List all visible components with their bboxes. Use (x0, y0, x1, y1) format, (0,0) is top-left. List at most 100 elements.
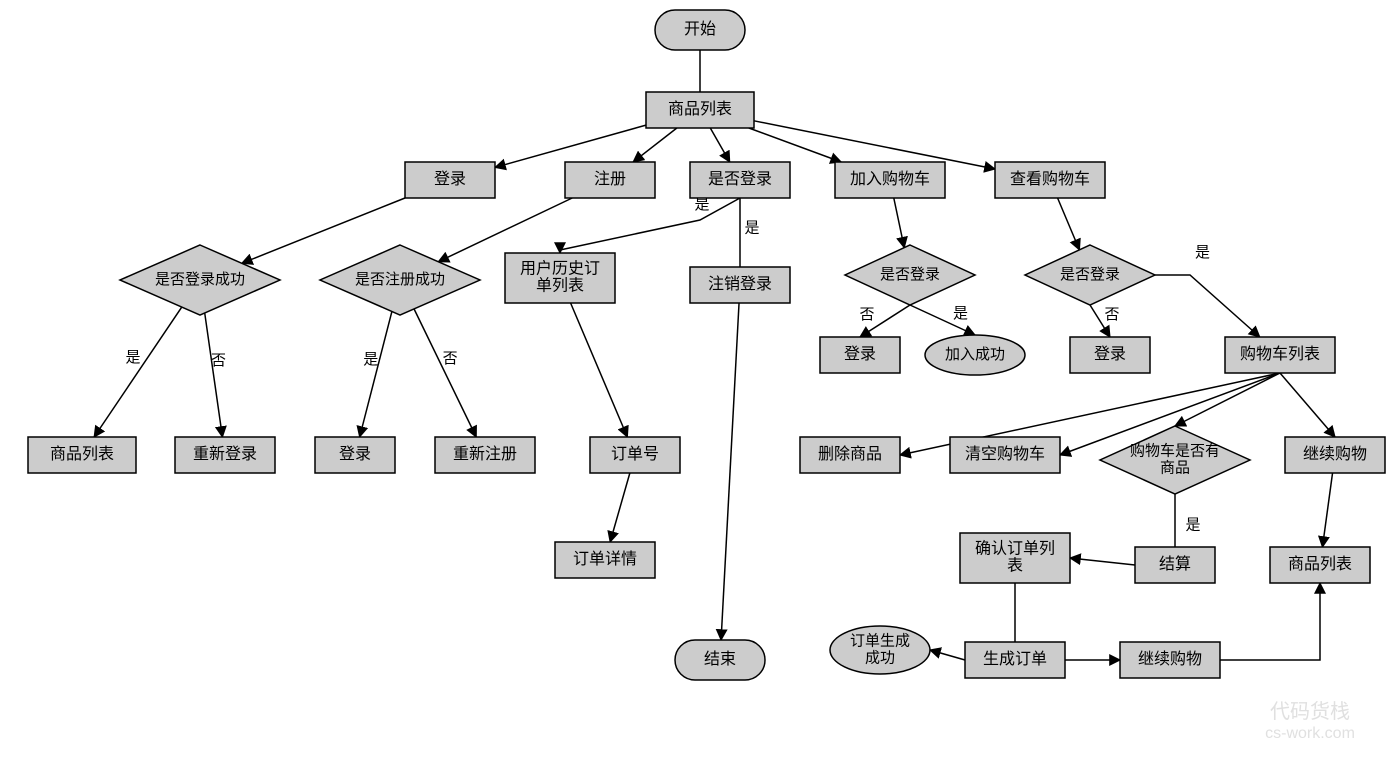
svg-text:订单生成: 订单生成 (850, 632, 910, 649)
svg-text:删除商品: 删除商品 (818, 445, 882, 463)
svg-text:生成订单: 生成订单 (983, 650, 1047, 668)
edge-settle-confirmList (1070, 558, 1135, 565)
svg-text:用户历史订: 用户历史订 (520, 260, 600, 278)
edge-label-loginOk-relogin: 否 (211, 352, 226, 369)
edge-addCart-cartLogged1 (894, 198, 904, 248)
nodes-layer: 开始商品列表登录注册是否登录加入购物车查看购物车是否登录成功是否注册成功用户历史… (28, 10, 1385, 680)
svg-text:登录: 登录 (339, 445, 371, 463)
node-rereg: 重新注册 (435, 437, 535, 473)
edge-history-orderNo (571, 303, 628, 437)
node-start: 开始 (655, 10, 745, 50)
svg-text:清空购物车: 清空购物车 (965, 445, 1045, 463)
svg-text:结算: 结算 (1159, 554, 1191, 573)
node-history: 用户历史订单列表 (505, 253, 615, 303)
node-logout: 注销登录 (690, 267, 790, 303)
node-relogin: 重新登录 (175, 437, 275, 473)
edge-loginOk-relogin (205, 313, 223, 437)
edge-regOk-rereg (414, 309, 476, 437)
node-orderOk: 订单生成成功 (830, 626, 930, 674)
edge-orderNo-orderDetail (610, 473, 630, 542)
edge-label-loginOk-goods2: 是 (125, 349, 140, 366)
edge-logout-end (721, 303, 739, 640)
watermark-line2: cs-work.com (1265, 725, 1355, 742)
svg-text:商品列表: 商品列表 (668, 100, 732, 118)
svg-text:订单详情: 订单详情 (573, 550, 637, 568)
edge-regOk-loginBtn (360, 311, 392, 437)
node-cartLogged1: 是否登录 (845, 245, 975, 305)
node-continue: 继续购物 (1285, 437, 1385, 473)
svg-text:购物车是否有: 购物车是否有 (1130, 442, 1220, 459)
edge-label-cartLogged2-loginBtn3: 否 (1104, 306, 1119, 323)
svg-text:登录: 登录 (1094, 345, 1126, 363)
edge-label-regOk-loginBtn: 是 (363, 351, 378, 368)
svg-text:查看购物车: 查看购物车 (1010, 170, 1090, 188)
svg-text:购物车列表: 购物车列表 (1240, 345, 1320, 363)
svg-text:是否登录: 是否登录 (880, 266, 940, 283)
node-cartList: 购物车列表 (1225, 337, 1335, 373)
svg-text:重新登录: 重新登录 (193, 445, 257, 463)
edge-cartList-continue (1280, 373, 1335, 437)
svg-text:商品列表: 商品列表 (50, 445, 114, 463)
node-loginOk: 是否登录成功 (120, 245, 280, 315)
edge-goods-isLogged (710, 128, 729, 162)
svg-text:继续购物: 继续购物 (1303, 445, 1367, 463)
node-loginBtn3: 登录 (1070, 337, 1150, 373)
node-login: 登录 (405, 162, 495, 198)
watermark-line1: 代码货栈 (1270, 700, 1350, 723)
node-settle: 结算 (1135, 547, 1215, 583)
svg-text:订单号: 订单号 (611, 445, 659, 463)
svg-text:重新注册: 重新注册 (453, 445, 517, 463)
node-confirmList: 确认订单列表 (960, 533, 1070, 583)
edge-cartLogged2-cartList (1155, 275, 1260, 337)
node-regOk: 是否注册成功 (320, 245, 480, 315)
svg-text:登录: 登录 (844, 345, 876, 363)
svg-text:成功: 成功 (865, 649, 895, 666)
svg-text:确认订单列: 确认订单列 (975, 540, 1055, 558)
edge-label-cartLogged1-loginBtn2: 否 (859, 306, 874, 323)
svg-text:是否登录成功: 是否登录成功 (155, 271, 245, 288)
node-goods3: 商品列表 (1270, 547, 1370, 583)
edge-continue2-goods3 (1220, 583, 1320, 660)
svg-text:是否注册成功: 是否注册成功 (355, 271, 445, 288)
svg-text:结束: 结束 (704, 650, 736, 668)
node-continue2: 继续购物 (1120, 642, 1220, 678)
svg-text:加入成功: 加入成功 (945, 346, 1005, 363)
edge-genOrder-orderOk (930, 650, 965, 660)
node-register: 注册 (565, 162, 655, 198)
node-orderDetail: 订单详情 (555, 542, 655, 578)
edge-label-isLogged-logout: 是 (744, 220, 759, 237)
svg-text:是否登录: 是否登录 (1060, 266, 1120, 283)
node-genOrder: 生成订单 (965, 642, 1065, 678)
svg-text:加入购物车: 加入购物车 (850, 170, 930, 188)
edge-label-cartLogged2-cartList: 是 (1195, 244, 1210, 261)
svg-text:登录: 登录 (434, 170, 466, 188)
node-isLogged: 是否登录 (690, 162, 790, 198)
edge-goods-addCart (749, 128, 841, 162)
node-delGoods: 删除商品 (800, 437, 900, 473)
watermark: 代码货栈 cs-work.com (1265, 700, 1355, 742)
edge-label-regOk-rereg: 否 (443, 350, 458, 367)
node-addOk: 加入成功 (925, 335, 1025, 375)
svg-text:单列表: 单列表 (536, 277, 584, 295)
edge-viewCart-cartLogged2 (1058, 198, 1080, 250)
edge-continue-goods3 (1322, 473, 1332, 547)
svg-text:开始: 开始 (684, 20, 716, 38)
svg-text:商品: 商品 (1160, 459, 1190, 476)
edge-label-cartLogged1-addOk: 是 (953, 305, 968, 322)
edge-isLogged-history (560, 198, 740, 253)
edge-label-cartHas-settle: 是 (1185, 517, 1200, 534)
node-goods: 商品列表 (646, 92, 754, 128)
flowchart-canvas: 是是是否是否否是否是是 开始商品列表登录注册是否登录加入购物车查看购物车是否登录… (0, 0, 1400, 761)
edge-goods-login (495, 125, 646, 167)
node-loginBtn: 登录 (315, 437, 395, 473)
svg-text:是否登录: 是否登录 (708, 170, 772, 188)
svg-text:注册: 注册 (594, 170, 626, 188)
svg-text:继续购物: 继续购物 (1138, 650, 1202, 668)
edge-cartList-cartHas (1175, 373, 1280, 426)
node-end: 结束 (675, 640, 765, 680)
node-addCart: 加入购物车 (835, 162, 945, 198)
node-clearCart: 清空购物车 (950, 437, 1060, 473)
svg-text:注销登录: 注销登录 (708, 275, 772, 293)
node-cartLogged2: 是否登录 (1025, 245, 1155, 305)
node-loginBtn2: 登录 (820, 337, 900, 373)
